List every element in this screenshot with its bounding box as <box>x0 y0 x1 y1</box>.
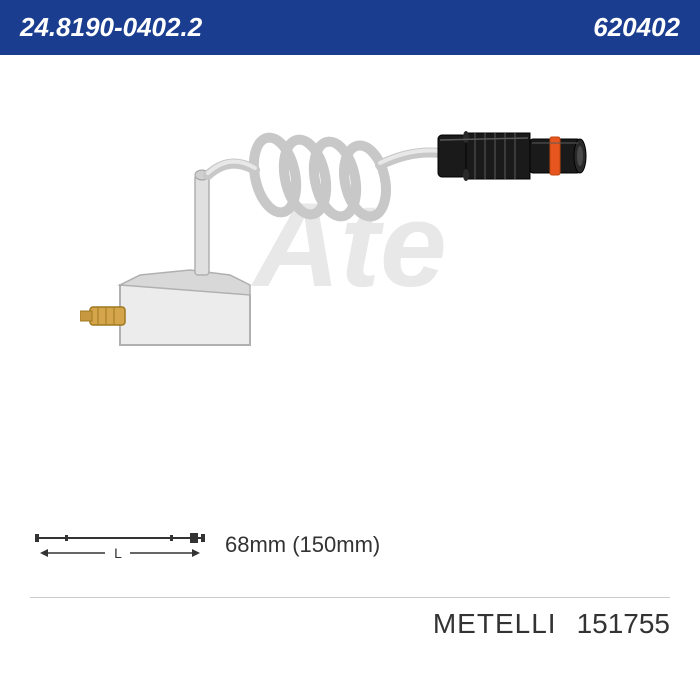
product-code-1: 24.8190-0402.2 <box>20 12 202 43</box>
brand-bar: METELLI 151755 <box>30 597 670 640</box>
dimension-section: L 68mm (150mm) <box>30 530 380 560</box>
brand-name: METELLI <box>433 608 557 640</box>
dimension-value: 68mm (150mm) <box>225 532 380 558</box>
dimension-label: L <box>114 545 122 560</box>
header-bar: 24.8190-0402.2 620402 <box>0 0 700 55</box>
part-number: 151755 <box>577 608 670 640</box>
brake-sensor-illustration <box>80 85 620 365</box>
product-image-area: Ate <box>0 55 700 435</box>
product-code-2: 620402 <box>593 12 680 43</box>
dimension-diagram: L <box>30 530 210 560</box>
